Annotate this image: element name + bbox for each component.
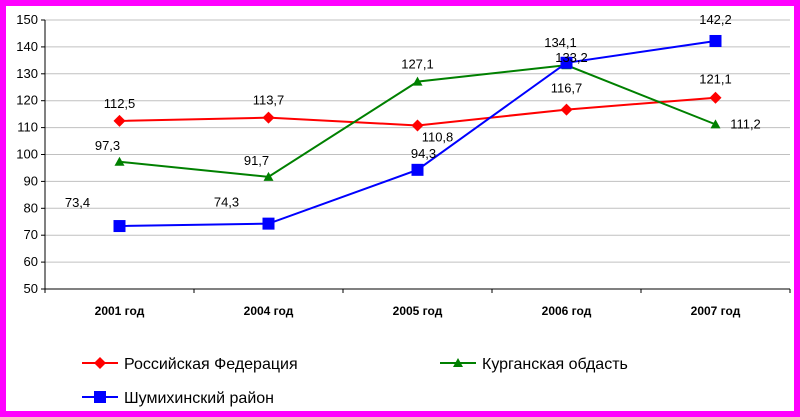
marker-square [709,34,722,47]
data-label: 91,7 [244,153,269,168]
data-label: 97,3 [95,138,120,153]
legend-label: Шумихинский район [124,390,274,407]
marker-triangle [114,156,125,166]
grid [45,19,790,290]
x-tick-label: 2007 год [691,304,741,318]
marker-square [113,220,126,233]
marker-square [560,56,573,69]
marker-triangle [453,358,463,367]
data-label: 121,1 [699,72,732,87]
y-tick-label: 150 [16,12,38,27]
legend: Российская Федерация Курганская обдасть Шу… [82,356,628,407]
x-tick-label: 2004 год [244,304,294,318]
marker-diamond [411,119,424,132]
data-label: 73,4 [65,195,90,210]
y-tick-label: 60 [24,254,38,269]
y-tick-label: 90 [24,173,38,188]
series [113,34,722,233]
y-tick-label: 70 [24,227,38,242]
x-tick-label: 2006 год [542,304,592,318]
legend-item: Шумихинский район [82,390,274,407]
data-label: 94,3 [411,146,436,161]
marker-triangle [710,119,721,129]
data-label: 142,2 [699,12,732,27]
legend-label: Российская Федерация [124,356,298,373]
marker-diamond [262,111,275,124]
data-labels: 112,5 113,7 110,8 116,7 121,1 97,3 91,7 127,1 13… [65,12,761,210]
y-tick-label: 140 [16,39,38,54]
y-tick-label: 110 [17,120,38,135]
legend-item: Российская Федерация [82,356,298,373]
data-label: 111,2 [730,116,761,131]
marker-diamond [113,114,126,127]
x-tick-label: 2005 год [393,304,443,318]
marker-square [94,391,106,403]
y-tick-label: 120 [16,93,38,108]
data-label: 110,8 [422,129,454,144]
y-tick-label: 100 [16,147,38,162]
marker-diamond [709,91,722,104]
y-tick-label: 80 [24,200,38,215]
marker-square [411,163,424,176]
y-tick-label: 130 [16,66,38,81]
marker-triangle [263,171,274,181]
x-tick-label: 2001 год [95,304,145,318]
marker-diamond [94,357,106,369]
data-label: 133,2 [555,50,588,65]
data-label: 116,7 [551,81,583,96]
data-label: 127,1 [401,57,434,72]
data-label: 74,3 [214,195,239,210]
marker-square [262,217,275,230]
data-label: 112,5 [104,96,136,111]
marker-triangle [412,76,423,86]
legend-label: Курганская обдасть [482,356,628,373]
y-tick-label: 50 [24,281,38,296]
data-label: 134,1 [544,35,577,50]
legend-item: Курганская обдасть [440,356,628,373]
marker-diamond [560,103,573,116]
data-label: 113,7 [253,93,285,108]
axes: 50 60 70 80 90 100 110 120 130 140 150 2001 год 2004… [16,12,791,318]
